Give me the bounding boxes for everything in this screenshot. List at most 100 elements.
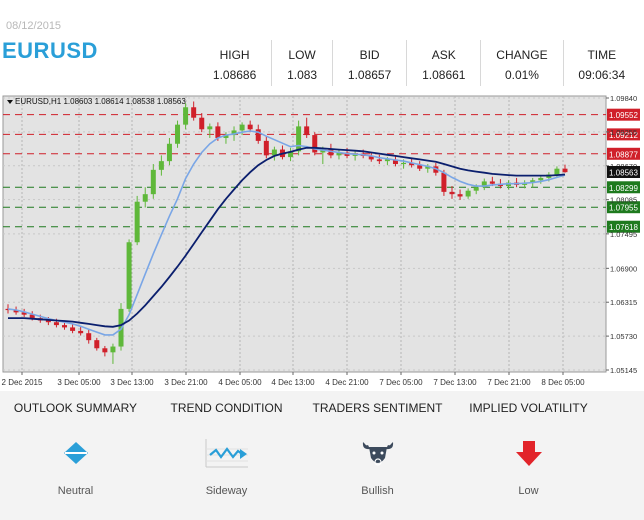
tab-implied-volatility[interactable]: IMPLIED VOLATILITY [469,401,588,415]
card-volatility: Low [453,433,604,497]
candle-up [231,130,237,136]
y-tick-label: 1.08085 [610,196,637,205]
candle-down [199,117,205,130]
candle-down [409,162,415,166]
candle-up [530,180,536,183]
stat-value: 1.083 [287,68,318,82]
y-tick-label: 1.06315 [610,298,637,307]
candle-down [13,310,19,313]
candle-down [392,159,398,165]
stat-value: 1.08657 [347,68,392,82]
candle-up [158,161,164,170]
stat-time: TIME 09:06:34 [562,40,641,86]
analysis-tabs: OUTLOOK SUMMARY TREND CONDITION TRADERS … [0,391,644,425]
sideway-chart-icon [205,439,248,468]
resistance-level-tag [607,147,640,160]
stat-ask: ASK 1.08661 [406,40,480,86]
candle-down [263,140,269,156]
resistance-level-tag [607,108,640,121]
support-level-value: 1.08299 [609,184,638,193]
x-tick-label: 7 Dec 13:00 [433,378,477,387]
x-tick-label: 3 Dec 05:00 [57,378,101,387]
candle-down [304,126,310,136]
candle-up [175,124,181,144]
candle-up [465,190,471,197]
x-tick-label: 4 Dec 05:00 [218,378,262,387]
candle-up [183,107,189,125]
y-axis: 1.098401.092551.086701.080851.074951.069… [606,94,640,375]
candlestick-chart[interactable]: 1.09552 1.09212 1.08877 1.08299 1.07955 1.076… [0,92,644,391]
current-price-tag [607,165,640,178]
card-label: Neutral [57,485,94,497]
candle-up [320,149,326,153]
support-level-value: 1.07618 [609,223,638,232]
price-chart[interactable]: 1.09552 1.09212 1.08877 1.08299 1.07955 1.076… [0,92,644,391]
candle-up [150,169,156,195]
candle-down [255,129,261,141]
candle-down [21,312,27,315]
analysis-cards: Neutral Sideway [0,433,644,497]
analysis-panel: OUTLOOK SUMMARY TREND CONDITION TRADERS … [0,391,644,520]
stat-low: LOW 1.083 [271,40,332,86]
candle-down [368,155,374,160]
down-arrow-icon [515,441,542,466]
price-stats: HIGH 1.08686 LOW 1.083 BID 1.08657 ASK 1… [198,40,640,86]
stat-value: 1.08661 [422,68,466,82]
resistance-level-value: 1.08877 [609,150,638,159]
tab-traders-sentiment[interactable]: TRADERS SENTIMENT [312,401,443,415]
x-tick-label: 3 Dec 13:00 [110,378,154,387]
y-tick-label: 1.09255 [610,128,637,137]
candle-down [86,333,92,341]
x-tick-label: 8 Dec 05:00 [541,378,585,387]
candle-up [384,159,390,162]
moving-average-fast [7,130,566,336]
candle-up [425,166,431,169]
x-tick-label: 7 Dec 05:00 [379,378,423,387]
candle-down [94,340,100,349]
candle-down [215,126,221,138]
support-level-tag [607,201,640,214]
candle-down [312,135,318,153]
stat-value: 09:06:34 [578,68,626,82]
candle-up [142,194,148,202]
card-label: Sideway [205,485,248,497]
y-tick-label: 1.05145 [610,366,637,375]
symbol-title: EURUSD [2,38,98,63]
candle-up [134,201,140,243]
chart-grid [3,96,606,372]
candle-up [126,242,132,309]
candle-up [271,149,277,156]
candle-down [247,124,253,130]
stat-bid: BID 1.08657 [332,40,406,86]
x-tick-label: 4 Dec 13:00 [271,378,315,387]
chart-menu-triangle-icon[interactable] [7,100,13,104]
candle-down [29,314,35,319]
candle-up [110,346,116,353]
x-tick-label: 7 Dec 21:00 [487,378,531,387]
resistance-level-value: 1.09552 [609,111,638,120]
candle-up [473,187,479,191]
candle-up [288,151,294,158]
card-label: Low [518,485,539,497]
candle-down [191,107,197,118]
x-axis: 2 Dec 2015 3 Dec 05:00 3 Dec 13:00 3 Dec 21… [2,372,585,387]
stat-high: HIGH 1.08686 [198,40,271,86]
card-outlook: Neutral [0,433,151,497]
tab-trend-condition[interactable]: TREND CONDITION [170,401,283,415]
candle-down [457,194,463,197]
x-tick-label: 2 Dec 2015 [2,378,43,387]
candle-down [53,322,59,326]
stat-label: HIGH [219,48,250,62]
stat-value: 1.08686 [212,68,257,82]
candle-up [207,126,213,130]
candle-down [441,172,447,192]
candle-down [449,191,455,195]
resistance-level-tag [607,128,640,141]
candle-down [562,168,568,173]
tab-outlook-summary[interactable]: OUTLOOK SUMMARY [13,401,138,415]
candle-up [481,181,487,188]
candle-up [336,152,342,156]
candle-down [62,325,68,328]
support-resistance-lines: 1.09552 1.09212 1.08877 1.08299 1.07955 1.076… [3,108,640,233]
current-price-value: 1.08563 [609,168,638,177]
